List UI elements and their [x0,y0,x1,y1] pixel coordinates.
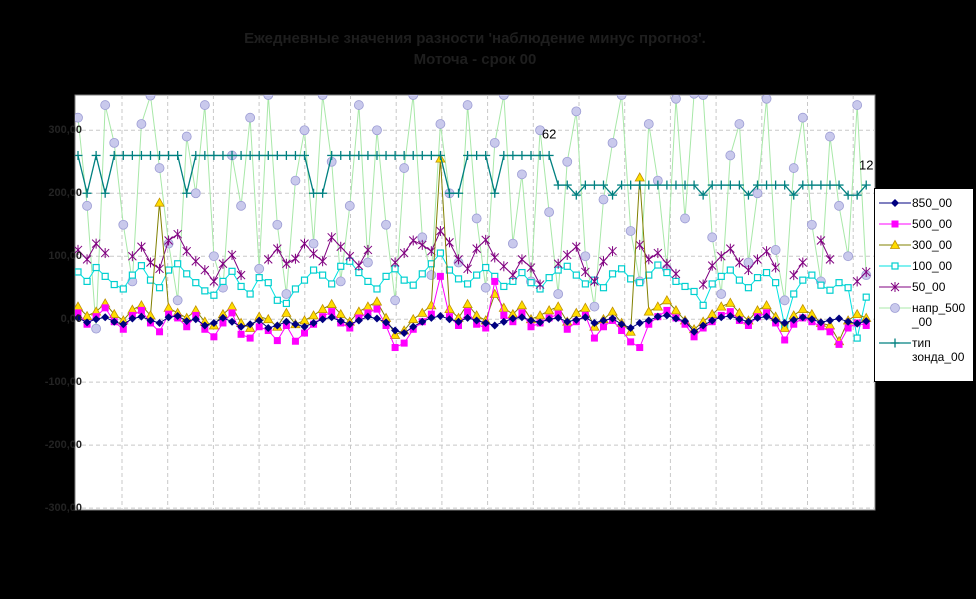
legend-marker-500_00 [878,217,912,231]
chart-title-line2: Моточа - срок 00 [413,51,537,68]
series-100_00[interactable] [75,249,870,342]
legend-item-напр_500_00[interactable]: напр_500 _00 [878,301,971,329]
legend-marker-850_00 [878,196,912,210]
chart-title-line1: Ежедневные значения разности 'наблюдение… [244,30,706,47]
legend-label-100_00: 100_00 [912,259,953,273]
legend-marker-напр_500_00 [878,301,912,315]
data-label: 62 [542,126,556,141]
legend-marker-50_00 [878,280,912,294]
legend-marker-300_00 [878,238,912,252]
legend-item-300_00[interactable]: 300_00 [878,238,971,252]
y-axis-label-5: -200,00 [44,439,82,452]
y-axis-label-1: 200,00 [48,187,82,200]
series-850_00[interactable] [74,311,871,338]
legend-item-850_00[interactable]: 850_00 [878,196,971,210]
legend-label-50_00: 50_00 [912,280,946,294]
legend-label-тип-зонда_00: тип зонда_00 [912,336,965,364]
legend-marker-100_00 [878,259,912,273]
y-axis-label-3: 0,00 [60,313,82,326]
legend-label-850_00: 850_00 [912,196,953,210]
legend-item-тип-зонда_00[interactable]: тип зонда_00 [878,336,971,364]
legend-item-100_00[interactable]: 100_00 [878,259,971,273]
chart-title: Ежедневные значения разности 'наблюдение… [75,28,875,70]
y-axis-label-2: 100,00 [48,250,82,263]
chart-legend: 850_00 500_00 300_00 100_00 50_00 напр_500 _0… [874,188,974,382]
y-axis-label-6: -300,00 [44,502,82,515]
series-50_00[interactable] [74,226,871,290]
legend-label-300_00: 300_00 [912,238,953,252]
y-axis-label-4: -100,00 [44,376,82,389]
legend-label-500_00: 500_00 [912,217,953,231]
y-axis-label-0: 300,00 [48,124,82,137]
legend-marker-тип-зонда_00 [878,336,912,350]
legend-item-50_00[interactable]: 50_00 [878,280,971,294]
series-тип-зонда_00[interactable] [74,150,871,200]
legend-label-напр_500_00: напр_500 _00 [912,301,966,329]
data-label: 12 [859,157,873,172]
data-labels: 62 12 [542,126,874,172]
legend-item-500_00[interactable]: 500_00 [878,217,971,231]
